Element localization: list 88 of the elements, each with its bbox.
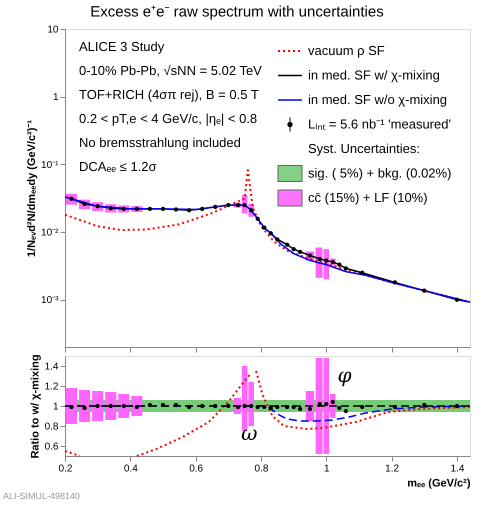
point [242, 404, 247, 408]
point [284, 404, 290, 410]
point [308, 406, 312, 412]
annotation: TOF+RICH (4σπ rej), B = 0.5 T [79, 87, 259, 102]
chart-title: Excess e⁺e⁻ raw spectrum with uncertainties [90, 4, 384, 20]
legend-label: in med. SF w/o χ-mixing [308, 92, 448, 107]
point [200, 206, 204, 211]
annotation: DCAₑₑ ≤ 1.2σ [79, 159, 157, 174]
point [148, 206, 152, 211]
point [186, 404, 192, 410]
y-tick-label: 1.4 [44, 362, 59, 372]
point [392, 404, 397, 410]
point [344, 266, 348, 271]
x-tick-label: 0.6 [189, 464, 204, 474]
point [324, 258, 328, 263]
point [275, 404, 280, 410]
point [268, 231, 273, 236]
y-tick-label: 10⁻² [41, 228, 60, 239]
x-tick-label: 0.4 [124, 464, 138, 474]
point [360, 404, 364, 410]
point [226, 202, 230, 208]
y-tick-label: 10⁻¹ [41, 160, 60, 171]
legend-label: in med. SF w/ χ-mixing [308, 68, 440, 82]
point [226, 404, 230, 408]
point [262, 226, 266, 230]
y-tick-label: 0.8 [44, 422, 59, 432]
point [284, 242, 290, 247]
point [186, 208, 192, 212]
point [160, 402, 166, 408]
point [337, 406, 342, 410]
annotation: ALICE 3 Study [79, 39, 165, 54]
y-axis-title: Ratio to w/ χ-mixing [30, 354, 42, 459]
x-tick-label: 1.2 [385, 464, 400, 474]
point [298, 406, 302, 412]
point [96, 404, 100, 408]
point [454, 404, 460, 408]
point [69, 404, 74, 410]
annotation: ω [241, 421, 258, 445]
y-tick-label: 1.2 [44, 382, 59, 392]
point [318, 256, 322, 262]
y-tick-label: 0.6 [44, 442, 59, 452]
y-tick-label: 1 [52, 92, 59, 104]
legend-label: Lᵢₙₜ = 5.6 nb⁻¹ 'measured' [308, 116, 451, 132]
legend-title: Syst. Uncertainties: [308, 141, 420, 156]
y-tick-label: 10⁻³ [41, 295, 60, 306]
point [174, 207, 178, 212]
x-tick-label: 1 [324, 464, 330, 474]
x-axis-title: mₑₑ (GeV/c²) [407, 478, 471, 490]
point [337, 262, 342, 267]
x-tick-label: 1.4 [450, 464, 465, 474]
point [82, 406, 87, 410]
point [213, 204, 218, 210]
annotation: φ [337, 363, 352, 387]
point [292, 404, 296, 410]
point [330, 400, 335, 404]
x-tick-label: 0.2 [58, 464, 73, 474]
legend-label: sig. ( 5%) + bkg. (0.02%) [308, 166, 452, 180]
legend-label: vacuum ρ SF [308, 43, 385, 58]
y-tick-label: 10 [47, 24, 59, 36]
annotation: 0-10% Pb-Pb, √sNN = 5.02 TeV [79, 63, 262, 78]
point [275, 237, 280, 242]
point [174, 402, 178, 408]
point [256, 404, 260, 410]
point [262, 404, 266, 410]
point [108, 404, 113, 408]
x-tick-label: 0.8 [254, 464, 269, 474]
point [454, 298, 460, 302]
point [422, 288, 426, 293]
point [324, 402, 328, 406]
point [122, 404, 126, 408]
y-axis-title: 1/Nₑᵥd²N/dmₑₑdy (GeV/c²)⁻¹ [26, 120, 38, 258]
y-tick-label: 1 [52, 402, 59, 412]
point [160, 206, 166, 211]
point [213, 404, 218, 408]
annotation: 0.2 < pT,e < 4 GeV/c, |ηₑ| < 0.8 [79, 111, 258, 126]
legend-label: cc̄ (15%) + LF (10%) [308, 190, 428, 205]
point [292, 246, 296, 252]
point [200, 404, 204, 408]
point [344, 408, 348, 414]
point [249, 404, 254, 408]
point [298, 250, 302, 254]
point [148, 402, 152, 408]
point [422, 402, 426, 408]
annotation: No bremsstrahlung included [79, 135, 241, 150]
point [392, 280, 397, 285]
point [360, 270, 364, 275]
text: ALI-SIMUL-498140 [3, 491, 80, 501]
point [256, 216, 260, 221]
